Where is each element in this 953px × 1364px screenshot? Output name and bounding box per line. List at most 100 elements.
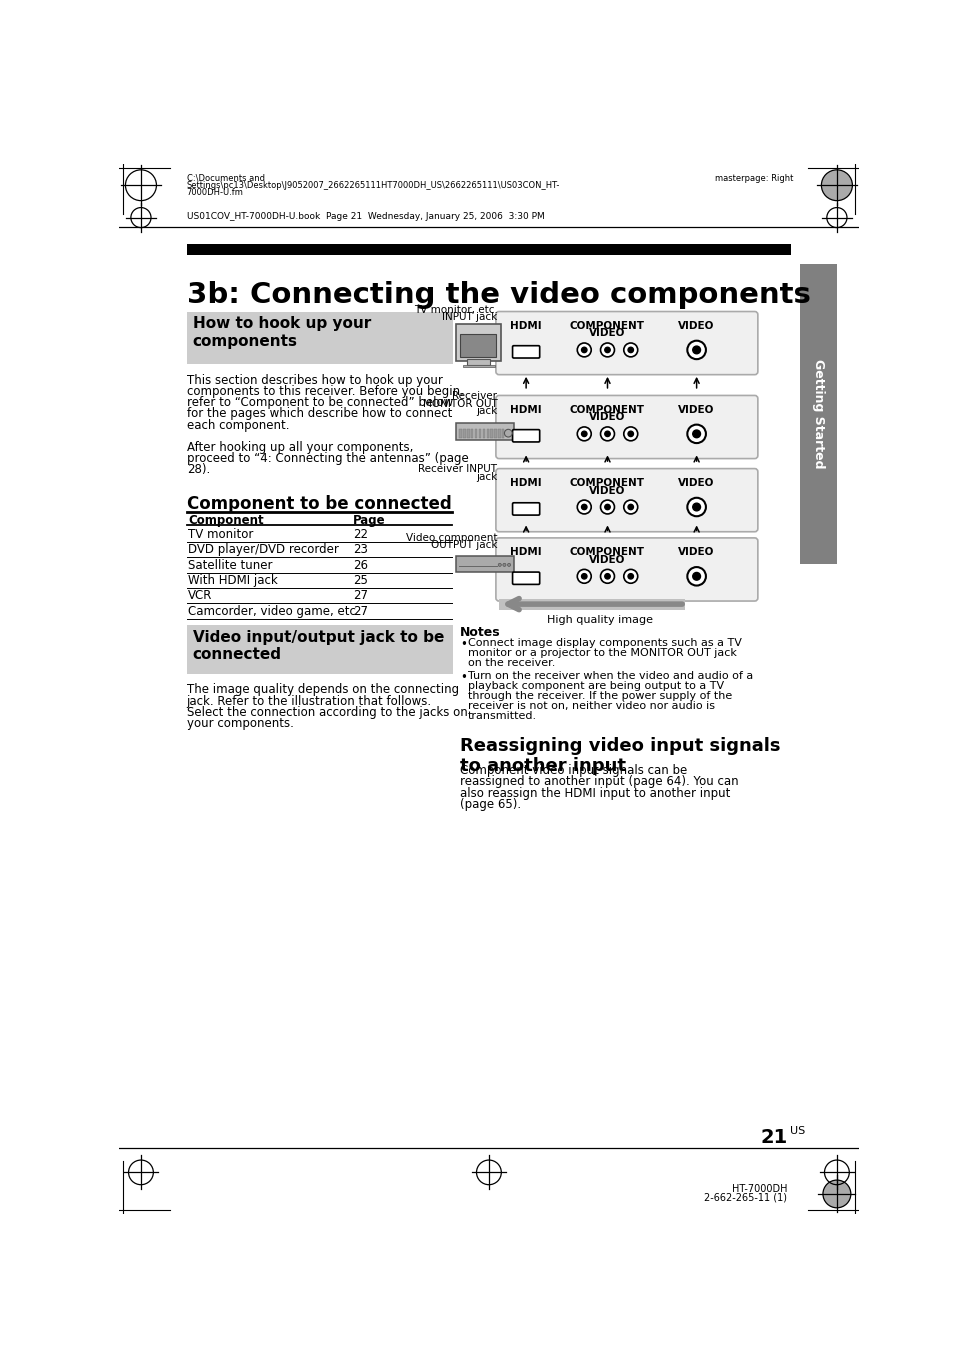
Text: 22: 22 [353, 528, 368, 542]
Text: •: • [459, 671, 467, 685]
Text: VIDEO: VIDEO [678, 477, 714, 488]
Text: C:\Documents and: C:\Documents and [187, 173, 264, 183]
Circle shape [692, 573, 700, 580]
Circle shape [599, 569, 614, 584]
Circle shape [627, 505, 633, 510]
Circle shape [581, 574, 586, 578]
Circle shape [577, 427, 591, 441]
Bar [462, 364, 495, 367]
Circle shape [497, 563, 500, 566]
Bar [478, 428, 480, 438]
Text: Reassigning video input signals
to another input: Reassigning video input signals to anoth… [459, 737, 780, 775]
Circle shape [504, 430, 512, 436]
Circle shape [604, 574, 610, 578]
Text: for the pages which describe how to connect: for the pages which describe how to conn… [187, 408, 452, 420]
Text: 21: 21 [760, 1128, 786, 1147]
Text: TV monitor, etc.: TV monitor, etc. [414, 304, 497, 315]
Bar [459, 334, 496, 357]
Circle shape [627, 348, 633, 353]
Text: Component to be connected: Component to be connected [187, 495, 451, 513]
Text: VIDEO: VIDEO [678, 547, 714, 557]
Text: Getting Started: Getting Started [811, 359, 824, 469]
Text: through the receiver. If the power supply of the: through the receiver. If the power suppl… [468, 692, 732, 701]
Circle shape [581, 348, 586, 353]
Text: INPUT jack: INPUT jack [442, 312, 497, 322]
Text: COMPONENT: COMPONENT [569, 547, 644, 557]
Text: Connect image display components such as a TV: Connect image display components such as… [468, 638, 741, 648]
FancyBboxPatch shape [496, 311, 757, 375]
Bar [490, 428, 493, 438]
Text: jack: jack [476, 406, 497, 416]
Circle shape [604, 348, 610, 353]
Circle shape [507, 563, 510, 566]
Circle shape [822, 1180, 850, 1207]
Text: also reassign the HDMI input to another input: also reassign the HDMI input to another … [459, 787, 730, 799]
Text: jack: jack [476, 472, 497, 481]
Bar [187, 311, 452, 364]
Text: VIDEO: VIDEO [678, 405, 714, 415]
Bar [494, 428, 497, 438]
Circle shape [627, 431, 633, 436]
Bar [456, 323, 500, 361]
Text: HDMI: HDMI [510, 477, 541, 488]
Text: DVD player/DVD recorder: DVD player/DVD recorder [188, 543, 338, 557]
Text: How to hook up your
components: How to hook up your components [193, 316, 371, 349]
Text: Component video input signals can be: Component video input signals can be [459, 764, 687, 777]
Text: COMPONENT: COMPONENT [569, 321, 644, 330]
Bar [799, 263, 836, 565]
Text: Select the connection according to the jacks on: Select the connection according to the j… [187, 705, 467, 719]
Circle shape [581, 505, 586, 510]
Text: reassigned to another input (page 64). You can: reassigned to another input (page 64). Y… [459, 776, 739, 788]
Bar [467, 359, 490, 366]
Bar [471, 428, 473, 438]
Circle shape [577, 569, 591, 584]
Circle shape [686, 424, 705, 443]
Circle shape [599, 427, 614, 441]
Text: 28).: 28). [187, 464, 210, 476]
Bar [459, 428, 461, 438]
Text: Receiver: Receiver [452, 391, 497, 401]
Circle shape [623, 569, 637, 584]
Text: playback component are being output to a TV: playback component are being output to a… [468, 681, 723, 692]
Circle shape [623, 501, 637, 514]
Bar [187, 244, 790, 255]
FancyBboxPatch shape [496, 469, 757, 532]
Circle shape [502, 563, 505, 566]
Text: transmitted.: transmitted. [468, 711, 537, 722]
Circle shape [581, 431, 586, 436]
Text: TV monitor: TV monitor [188, 528, 253, 542]
Text: components to this receiver. Before you begin,: components to this receiver. Before you … [187, 385, 463, 398]
Circle shape [627, 574, 633, 578]
Circle shape [623, 342, 637, 357]
Circle shape [604, 505, 610, 510]
FancyBboxPatch shape [496, 396, 757, 458]
FancyBboxPatch shape [512, 503, 539, 516]
Bar [463, 428, 465, 438]
Text: VIDEO: VIDEO [589, 555, 625, 565]
Text: This section describes how to hook up your: This section describes how to hook up yo… [187, 374, 442, 387]
Text: 2-662-265-11 (1): 2-662-265-11 (1) [703, 1192, 786, 1203]
Text: proceed to “4: Connecting the antennas” (page: proceed to “4: Connecting the antennas” … [187, 451, 468, 465]
Text: Component: Component [188, 514, 264, 527]
Text: receiver is not on, neither video nor audio is: receiver is not on, neither video nor au… [468, 701, 714, 711]
Text: US: US [790, 1127, 804, 1136]
Text: VIDEO: VIDEO [589, 329, 625, 338]
Circle shape [686, 567, 705, 585]
Text: Turn on the receiver when the video and audio of a: Turn on the receiver when the video and … [468, 671, 753, 681]
Text: your components.: your components. [187, 717, 294, 730]
Circle shape [623, 427, 637, 441]
Text: The image quality depends on the connecting: The image quality depends on the connect… [187, 683, 458, 697]
Text: •: • [459, 638, 467, 651]
Bar [497, 428, 500, 438]
Text: VCR: VCR [188, 589, 213, 603]
Circle shape [577, 501, 591, 514]
Circle shape [692, 430, 700, 438]
Bar [467, 428, 469, 438]
Text: COMPONENT: COMPONENT [569, 405, 644, 415]
Text: 26: 26 [353, 559, 368, 572]
Text: VIDEO: VIDEO [589, 412, 625, 423]
Text: HDMI: HDMI [510, 321, 541, 330]
Text: (page 65).: (page 65). [459, 798, 521, 810]
Bar [498, 599, 684, 610]
Text: High quality image: High quality image [546, 615, 652, 625]
